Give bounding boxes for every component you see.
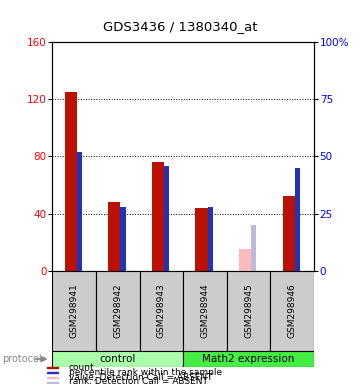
Text: Math2 expression: Math2 expression	[203, 354, 295, 364]
Bar	[227, 271, 270, 351]
Text: protocol: protocol	[2, 354, 42, 364]
Text: GSM298944: GSM298944	[200, 284, 209, 338]
Bar	[239, 249, 251, 271]
Text: percentile rank within the sample: percentile rank within the sample	[69, 368, 222, 377]
Bar	[183, 351, 314, 367]
Bar	[47, 382, 58, 383]
Bar	[195, 208, 208, 271]
Bar	[96, 271, 140, 351]
Bar	[65, 92, 77, 271]
Bar	[283, 197, 295, 271]
Bar	[52, 351, 183, 367]
Text: value, Detection Call = ABSENT: value, Detection Call = ABSENT	[69, 372, 212, 382]
Bar	[108, 202, 121, 271]
Bar	[208, 207, 213, 271]
Bar	[270, 271, 314, 351]
Bar	[52, 271, 96, 351]
Bar	[164, 166, 169, 271]
Bar	[152, 162, 164, 271]
Text: GDS3436 / 1380340_at: GDS3436 / 1380340_at	[103, 20, 258, 33]
Text: GSM298942: GSM298942	[113, 284, 122, 338]
Bar	[295, 168, 300, 271]
Text: rank, Detection Call = ABSENT: rank, Detection Call = ABSENT	[69, 377, 208, 384]
Bar	[47, 367, 58, 369]
Bar	[121, 207, 126, 271]
Bar	[251, 225, 257, 271]
Bar	[183, 271, 227, 351]
Bar	[47, 372, 58, 373]
Text: GSM298945: GSM298945	[244, 284, 253, 338]
Bar	[140, 271, 183, 351]
Text: GSM298943: GSM298943	[157, 284, 166, 338]
Text: count: count	[69, 363, 94, 372]
Text: control: control	[100, 354, 136, 364]
Bar	[77, 152, 82, 271]
Text: GSM298941: GSM298941	[70, 284, 79, 338]
Bar	[47, 377, 58, 378]
Text: GSM298946: GSM298946	[288, 284, 297, 338]
